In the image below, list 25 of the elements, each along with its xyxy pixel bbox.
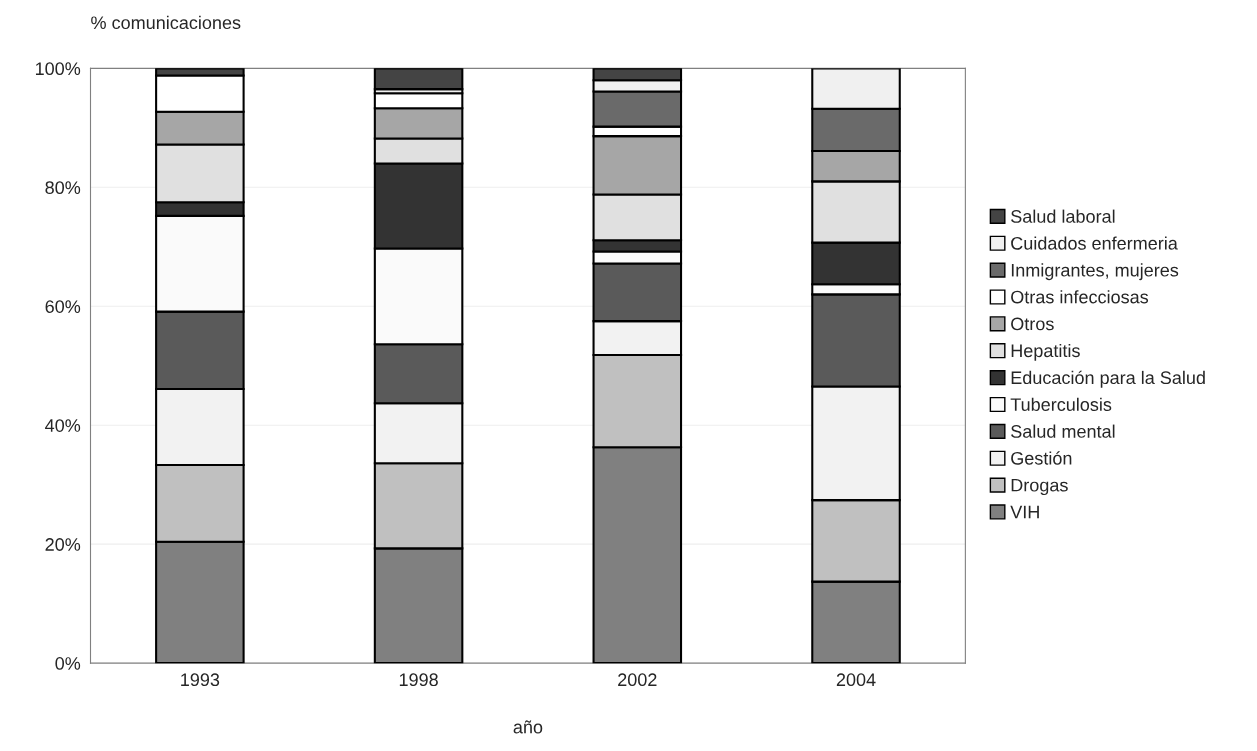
legend-label: Drogas bbox=[1011, 478, 1068, 496]
legend-label: Otras infecciosas bbox=[1011, 290, 1149, 304]
legend-label: Salud mental bbox=[1011, 424, 1115, 438]
x-tick-label: 2002 bbox=[618, 673, 657, 687]
legend-label: Inmigrantes, mujeres bbox=[1011, 263, 1179, 281]
legend-label: Tuberculosis bbox=[1010, 397, 1112, 411]
legend-label: Hepatitis bbox=[1011, 343, 1080, 361]
legend-label: Gestión bbox=[1011, 451, 1072, 465]
legend-label: Otros bbox=[1011, 317, 1054, 331]
legend-label: Salud laboral bbox=[1011, 209, 1115, 223]
y-tick-label: 80% bbox=[45, 181, 81, 195]
y-tick-label: 20% bbox=[45, 538, 81, 551]
x-tick-label: 2004 bbox=[836, 673, 876, 687]
x-axis-title: año bbox=[513, 720, 543, 734]
bar bbox=[373, 68, 464, 91]
legend-label: Educación para la Salud bbox=[1011, 370, 1205, 388]
y-tick-label: 100% bbox=[35, 62, 81, 76]
legend-label: Cuidados enfermeria bbox=[1011, 236, 1178, 250]
y-tick-label: 0% bbox=[55, 657, 81, 670]
y-tick-label: 40% bbox=[45, 419, 81, 432]
x-tick-label: 1993 bbox=[181, 673, 220, 687]
legend-label: VIH bbox=[1010, 505, 1039, 519]
y-tick-label: 60% bbox=[45, 300, 81, 313]
y-axis-title: % comunicaciones bbox=[91, 15, 241, 30]
x-tick-label: 1998 bbox=[399, 673, 438, 687]
